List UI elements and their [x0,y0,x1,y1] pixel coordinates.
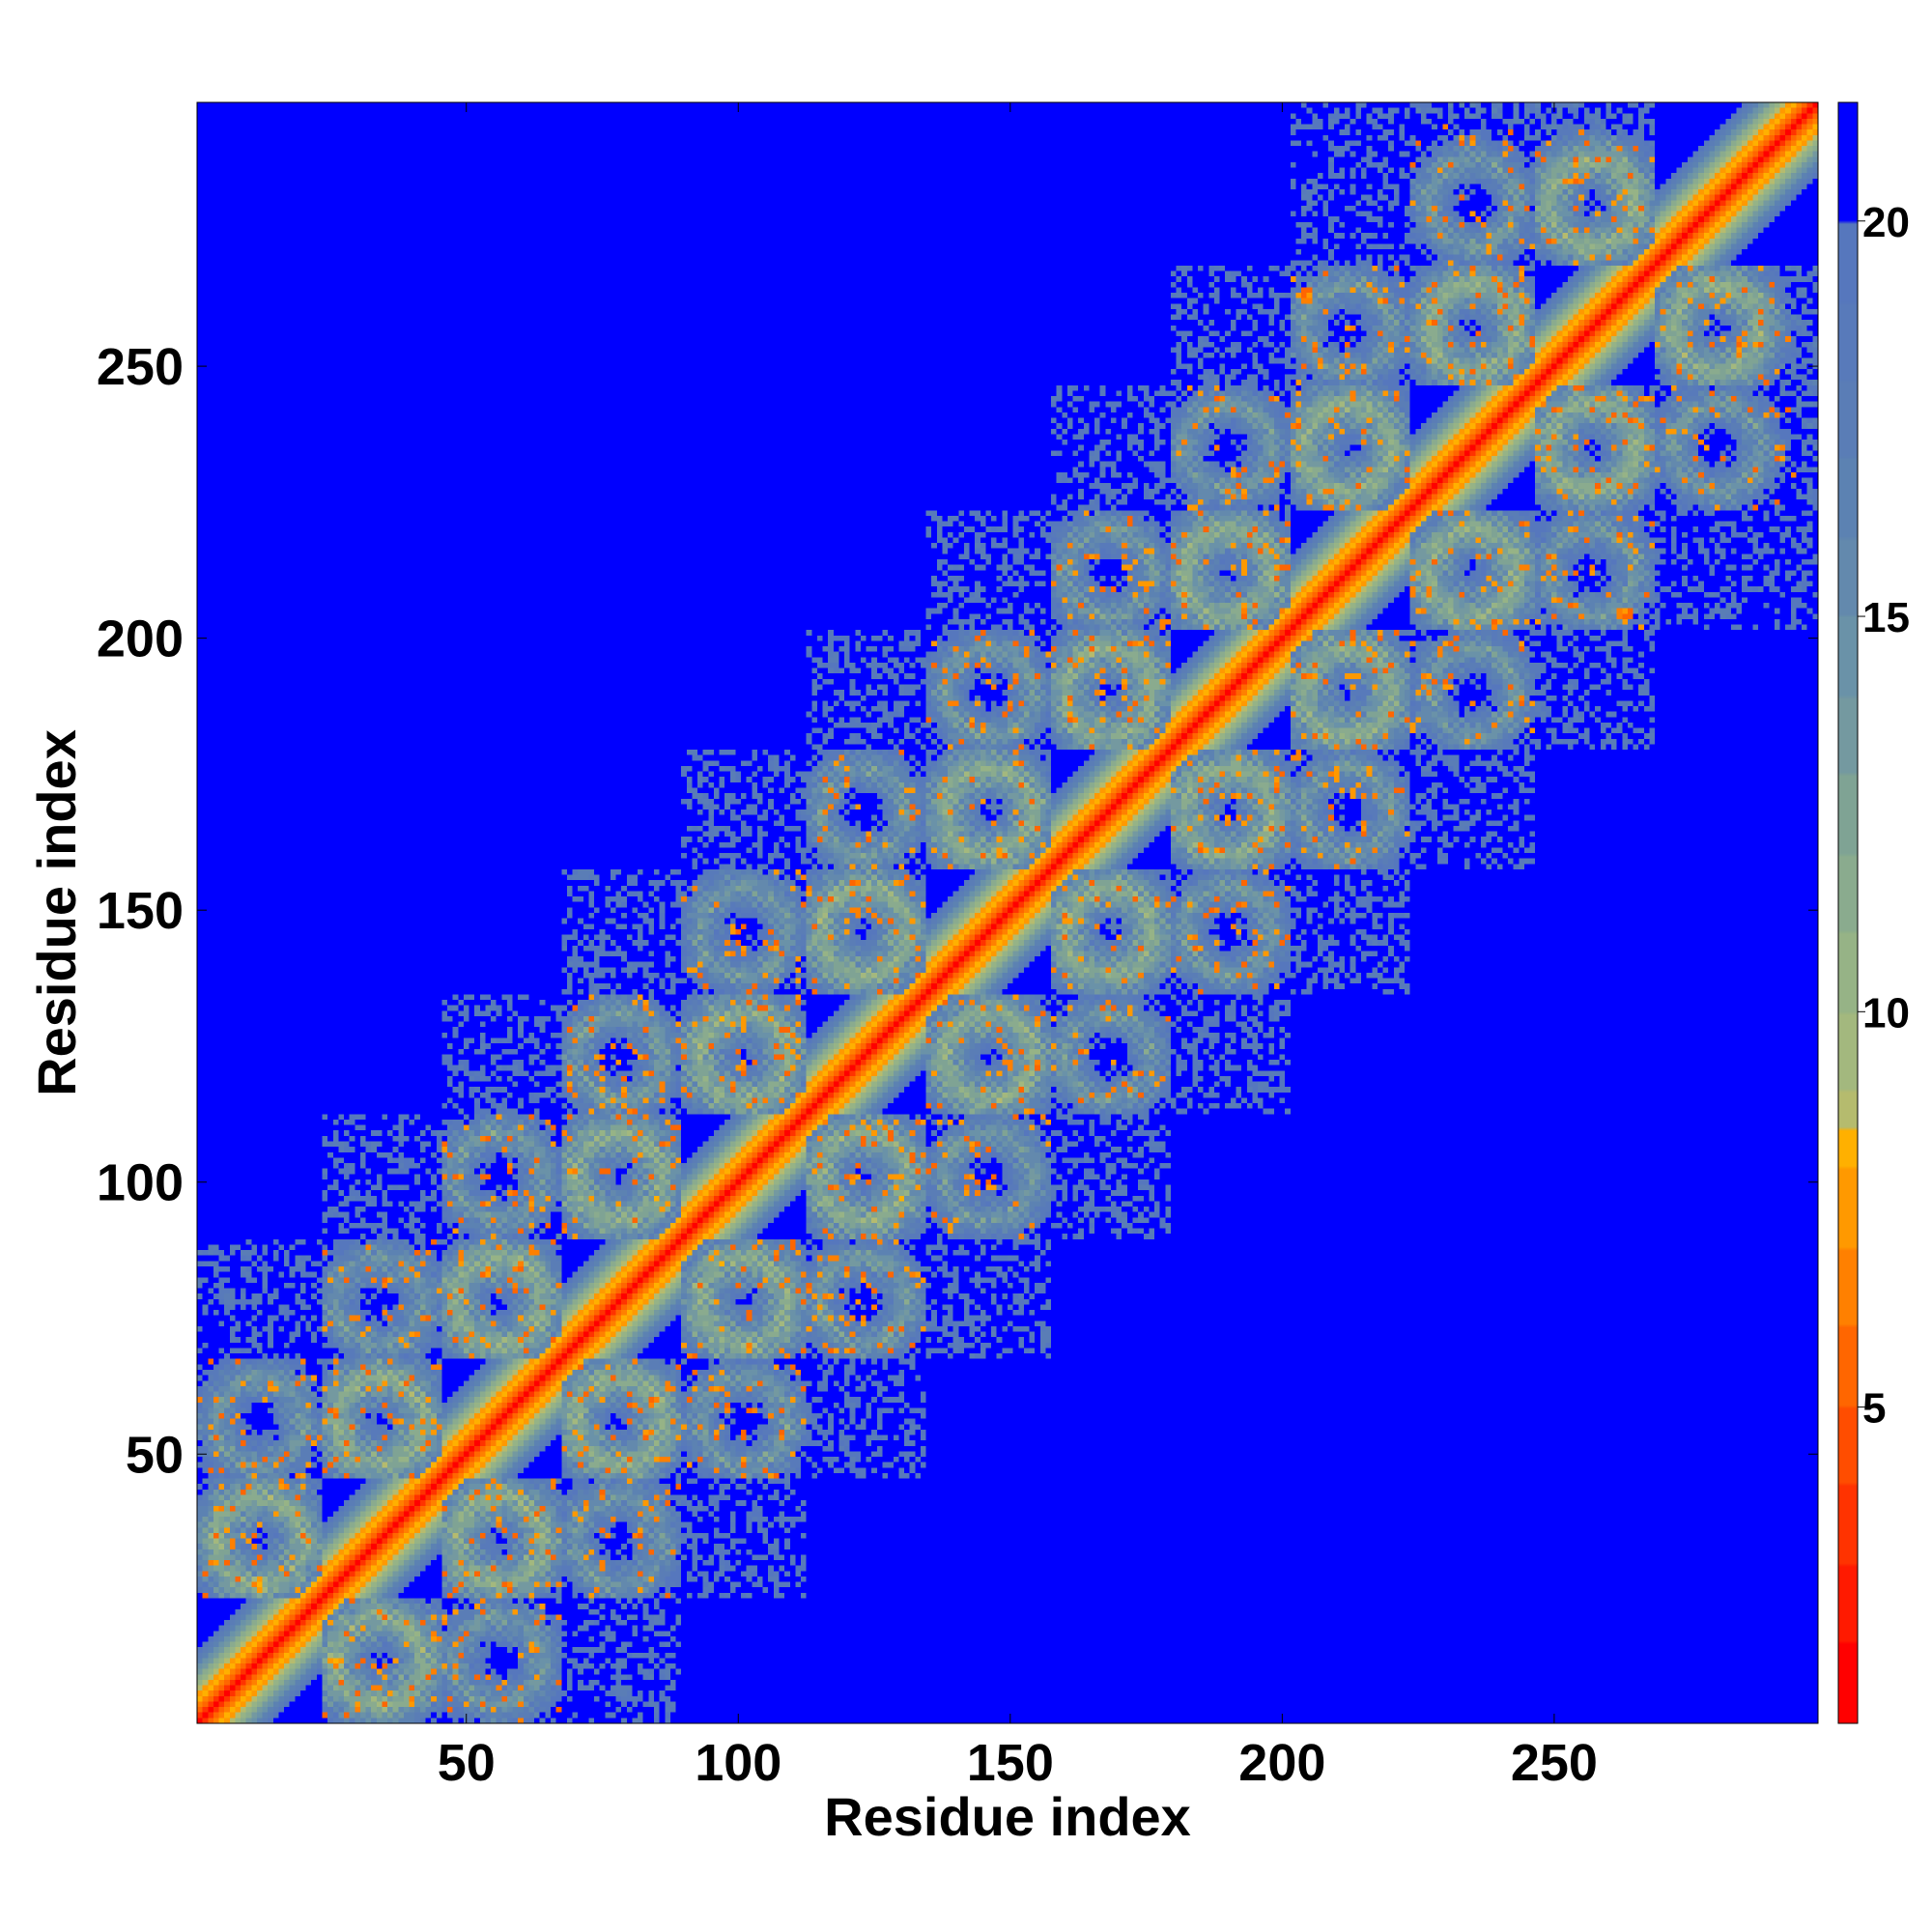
colorbar-tick-label: 20 [1862,199,1910,246]
x-tick-label: 100 [695,1734,781,1792]
x-tick-label: 50 [438,1734,496,1792]
colorbar-tick-label: 15 [1862,594,1910,641]
y-tick-label: 250 [97,338,184,396]
y-axis-label: Residue index [26,729,87,1096]
distance-heatmap [197,102,1818,1723]
y-tick-label: 150 [97,882,184,940]
y-tick-label: 50 [126,1426,184,1484]
x-tick-label: 150 [967,1734,1054,1792]
colorbar-border [1837,101,1859,1724]
x-axis-label: Residue index [824,1786,1191,1847]
colorbar-tick-label: 10 [1862,989,1910,1037]
colorbar-ticks: 5 10 15 20 [1837,101,1910,1724]
colorbar [1838,102,1858,1723]
y-axis-ticks: 50 100 150 200 250 [97,338,1818,1484]
colorbar-tick-label: 5 [1862,1385,1886,1433]
plot-frame [196,101,1819,1724]
plot-border [196,101,1819,1724]
y-tick-label: 200 [97,611,184,668]
y-tick-label: 100 [97,1154,184,1212]
x-axis-ticks: 50 100 150 200 250 [438,102,1598,1792]
x-tick-label: 200 [1238,1734,1325,1792]
x-tick-label: 250 [1511,1734,1598,1792]
